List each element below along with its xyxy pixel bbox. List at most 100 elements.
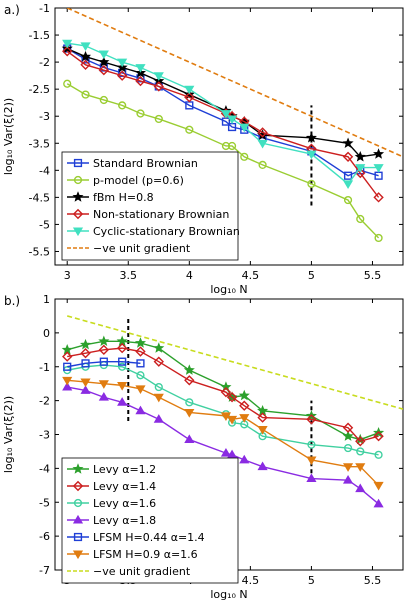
data-point bbox=[117, 381, 128, 391]
series-line bbox=[66, 47, 379, 177]
legend-marker bbox=[73, 498, 83, 508]
legend-label: LFSM H=0.9 α=1.6 bbox=[93, 548, 198, 561]
series--ve-unit-gradient bbox=[66, 8, 403, 158]
x-axis-label: log₁₀ N bbox=[210, 588, 247, 601]
data-point bbox=[98, 344, 110, 356]
data-point bbox=[63, 79, 72, 88]
y-tick-label: 0 bbox=[43, 327, 50, 340]
data-point bbox=[118, 101, 127, 110]
legend: Levy α=1.2 Levy α=1.4 Levy α=1.6 Levy α=1.8… bbox=[61, 457, 239, 584]
y-tick-label: -7 bbox=[39, 564, 50, 577]
data-point bbox=[184, 434, 195, 444]
data-point bbox=[184, 85, 195, 95]
data-point bbox=[356, 214, 365, 224]
x-tick-label: 3 bbox=[64, 269, 71, 282]
data-point bbox=[257, 412, 268, 423]
series-cyclic-stationary-brownian bbox=[62, 39, 384, 190]
legend-label: −ve unit gradient bbox=[93, 242, 191, 255]
x-tick-label: 4 bbox=[186, 269, 193, 282]
data-point bbox=[80, 378, 91, 388]
data-point bbox=[227, 141, 237, 151]
legend-marker bbox=[72, 208, 84, 220]
legend-box bbox=[61, 151, 239, 261]
data-point bbox=[80, 385, 91, 394]
data-point bbox=[118, 362, 127, 371]
legend-label: fBm H=0.8 bbox=[93, 191, 154, 204]
data-point bbox=[98, 380, 109, 389]
series-line bbox=[66, 315, 403, 410]
data-point bbox=[239, 454, 250, 464]
legend-label: LFSM H=0.44 α=1.4 bbox=[93, 531, 205, 544]
series-p-model-p-0-6- bbox=[63, 79, 383, 243]
panel-label: b.) bbox=[4, 294, 20, 308]
y-axis-label: log₁₀ Var(ξ(2)) bbox=[2, 98, 15, 175]
data-point bbox=[307, 440, 316, 449]
legend-marker bbox=[72, 514, 84, 524]
y-tick-label: -5.5 bbox=[29, 245, 50, 258]
data-point bbox=[80, 338, 92, 350]
data-point bbox=[220, 110, 232, 119]
data-point bbox=[81, 359, 90, 368]
legend-label: Standard Brownian bbox=[93, 157, 198, 170]
data-point bbox=[257, 461, 268, 471]
data-point bbox=[153, 356, 164, 367]
data-point bbox=[307, 179, 316, 188]
series-lfsm-h-0-9-1-6 bbox=[62, 376, 384, 491]
x-tick-label: 5 bbox=[308, 574, 315, 587]
series-line bbox=[66, 8, 403, 158]
legend-label: −ve unit gradient bbox=[93, 565, 191, 578]
data-point bbox=[342, 137, 354, 148]
y-tick-label: -2.5 bbox=[29, 83, 50, 96]
data-point bbox=[153, 81, 164, 92]
data-point bbox=[117, 397, 128, 406]
data-point bbox=[118, 357, 127, 366]
y-tick-label: -2 bbox=[39, 56, 50, 69]
data-point bbox=[135, 75, 146, 87]
data-point bbox=[342, 180, 354, 190]
y-tick-label: -3.5 bbox=[29, 137, 50, 150]
data-point bbox=[135, 64, 146, 73]
series--ve-unit-gradient bbox=[66, 315, 403, 410]
data-point bbox=[355, 436, 366, 447]
legend-marker bbox=[72, 480, 84, 492]
data-point bbox=[185, 398, 194, 407]
data-point bbox=[80, 42, 91, 52]
y-tick-label: -6 bbox=[39, 530, 50, 543]
y-tick-label: -2 bbox=[39, 395, 50, 408]
legend-marker bbox=[73, 532, 83, 542]
data-point bbox=[184, 375, 195, 386]
panel-label: a.) bbox=[4, 3, 20, 17]
data-area bbox=[61, 8, 403, 243]
data-point bbox=[81, 90, 90, 99]
data-point bbox=[306, 150, 317, 160]
data-point bbox=[238, 389, 250, 401]
series-lfsm-h-0-44-1-4 bbox=[63, 357, 145, 371]
data-point bbox=[183, 364, 195, 375]
legend-box bbox=[61, 457, 239, 584]
data-point bbox=[154, 114, 163, 124]
data-point bbox=[373, 192, 384, 203]
data-point bbox=[342, 151, 354, 162]
data-point bbox=[257, 127, 268, 138]
data-point bbox=[117, 58, 128, 68]
data-point bbox=[226, 392, 238, 403]
data-point bbox=[373, 431, 384, 442]
legend-marker bbox=[73, 175, 83, 185]
y-tick-label: -1 bbox=[39, 2, 50, 15]
data-point bbox=[98, 335, 110, 347]
data-point bbox=[98, 50, 109, 60]
data-point bbox=[99, 95, 108, 105]
data-point bbox=[135, 385, 146, 394]
y-tick-label: -5 bbox=[39, 496, 50, 509]
data-point bbox=[342, 430, 354, 441]
data-point bbox=[62, 381, 73, 391]
data-point bbox=[99, 357, 108, 366]
data-point bbox=[374, 233, 383, 243]
data-point bbox=[239, 400, 250, 411]
data-point bbox=[373, 498, 384, 508]
data-point bbox=[184, 409, 195, 418]
data-point bbox=[257, 425, 268, 435]
data-point bbox=[63, 362, 72, 371]
legend-label: Non-stationary Brownian bbox=[93, 208, 229, 221]
legend-marker bbox=[73, 158, 83, 168]
